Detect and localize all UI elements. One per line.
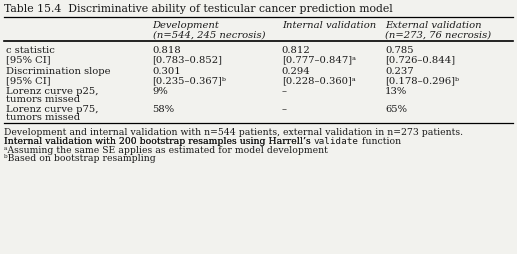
Text: 65%: 65% [385,105,407,114]
Text: ᵇBased on bootstrap resampling: ᵇBased on bootstrap resampling [4,153,156,162]
Text: 9%: 9% [153,87,168,96]
Text: (n=273, 76 necrosis): (n=273, 76 necrosis) [385,31,491,40]
Text: –: – [282,105,287,114]
Text: –: – [282,87,287,96]
Text: tumors missed: tumors missed [6,95,80,104]
Text: 0.301: 0.301 [153,67,181,76]
Text: c statistic: c statistic [6,46,55,55]
Text: Discrimination slope: Discrimination slope [6,67,111,76]
Text: [95% CI]: [95% CI] [6,55,51,64]
Text: External validation: External validation [385,21,482,30]
Text: [95% CI]: [95% CI] [6,76,51,85]
Text: [0.783–0.852]: [0.783–0.852] [153,55,222,64]
Text: Lorenz curve p25,: Lorenz curve p25, [6,87,99,96]
Text: 13%: 13% [385,87,407,96]
Text: 0.818: 0.818 [153,46,181,55]
Text: Lorenz curve p75,: Lorenz curve p75, [6,105,99,114]
Text: 0.785: 0.785 [385,46,414,55]
Text: [0.235–0.367]ᵇ: [0.235–0.367]ᵇ [153,76,226,85]
Text: function: function [359,136,401,146]
Text: Development: Development [153,21,219,30]
Text: validate: validate [314,136,359,146]
Text: [0.228–0.360]ᵃ: [0.228–0.360]ᵃ [282,76,356,85]
Text: [0.178–0.296]ᵇ: [0.178–0.296]ᵇ [385,76,459,85]
Text: Internal validation: Internal validation [282,21,376,30]
Text: [0.726–0.844]: [0.726–0.844] [385,55,455,64]
Text: Internal validation with 200 bootstrap resamples using Harrell’s: Internal validation with 200 bootstrap r… [4,136,314,146]
Text: tumors missed: tumors missed [6,113,80,121]
Text: 0.294: 0.294 [282,67,311,76]
Text: 0.812: 0.812 [282,46,311,55]
Text: Table 15.4  Discriminative ability of testicular cancer prediction model: Table 15.4 Discriminative ability of tes… [4,4,393,14]
Text: (n=544, 245 necrosis): (n=544, 245 necrosis) [153,31,265,40]
Text: Development and internal validation with n=544 patients, external validation in : Development and internal validation with… [4,128,463,136]
Text: 0.237: 0.237 [385,67,414,76]
Text: [0.777–0.847]ᵃ: [0.777–0.847]ᵃ [282,55,356,64]
Text: 58%: 58% [153,105,175,114]
Text: ᵃAssuming the same SE applies as estimated for model development: ᵃAssuming the same SE applies as estimat… [4,146,328,154]
Text: Internal validation with 200 bootstrap resamples using Harrell’s: Internal validation with 200 bootstrap r… [4,136,314,146]
